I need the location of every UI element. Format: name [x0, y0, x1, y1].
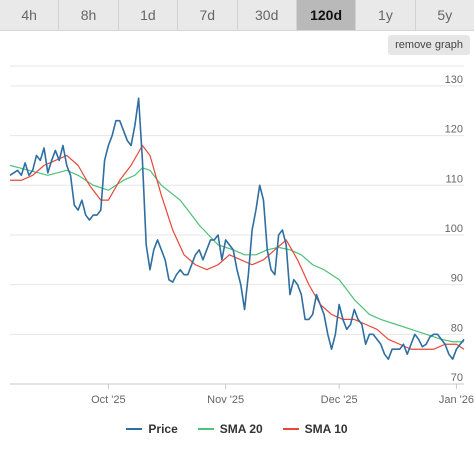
- legend-swatch-sma10: [282, 428, 299, 430]
- sma10-line: [10, 144, 465, 350]
- y-tick-label: 70: [451, 372, 463, 384]
- chart-series: [9, 97, 465, 360]
- y-tick-label: 120: [445, 124, 463, 136]
- legend-item-price[interactable]: Price: [126, 422, 178, 436]
- legend-item-sma10[interactable]: SMA 10: [282, 422, 348, 436]
- x-axis-ticks: Oct '25 Nov '25 Dec '25 Jan '26: [91, 384, 474, 406]
- legend-label-sma10: SMA 10: [304, 422, 348, 436]
- tab-30d[interactable]: 30d: [238, 0, 297, 30]
- legend-swatch-price: [126, 428, 143, 430]
- y-tick-label: 130: [445, 74, 463, 86]
- chart-grid: [10, 65, 464, 385]
- x-tick-label: Dec '25: [321, 394, 358, 406]
- tab-8h[interactable]: 8h: [59, 0, 119, 30]
- y-tick-label: 90: [451, 273, 463, 285]
- legend-label-sma20: SMA 20: [219, 422, 263, 436]
- tab-1y[interactable]: 1y: [356, 0, 416, 30]
- legend-item-sma20[interactable]: SMA 20: [197, 422, 263, 436]
- y-tick-label: 80: [451, 322, 463, 334]
- y-tick-label: 110: [445, 173, 463, 185]
- tab-7d[interactable]: 7d: [178, 0, 238, 30]
- legend-swatch-sma20: [197, 428, 214, 430]
- x-tick-label: Jan '26: [439, 394, 474, 406]
- remove-graph-button[interactable]: remove graph: [388, 35, 470, 55]
- legend-label-price: Price: [148, 422, 178, 436]
- price-line: [9, 97, 465, 360]
- tab-4h[interactable]: 4h: [0, 0, 60, 30]
- x-tick-label: Oct '25: [91, 394, 126, 406]
- tab-120d[interactable]: 120d: [296, 0, 357, 30]
- y-tick-label: 100: [445, 223, 463, 235]
- tab-1d[interactable]: 1d: [119, 0, 179, 30]
- time-range-tabs: 4h 8h 1d 7d 30d 120d 1y 5y: [0, 0, 474, 31]
- y-axis-ticks: 70 80 90 100 110 120 130: [445, 74, 463, 384]
- tab-5y[interactable]: 5y: [437, 7, 453, 23]
- price-chart: 70 80 90 100 110 120 130 Oct '25 Nov '25 Dec '25…: [9, 65, 474, 406]
- x-tick-label: Nov '25: [207, 394, 244, 406]
- chart-legend: Price SMA 20 SMA 10: [0, 420, 474, 438]
- sma20-line: [9, 164, 464, 343]
